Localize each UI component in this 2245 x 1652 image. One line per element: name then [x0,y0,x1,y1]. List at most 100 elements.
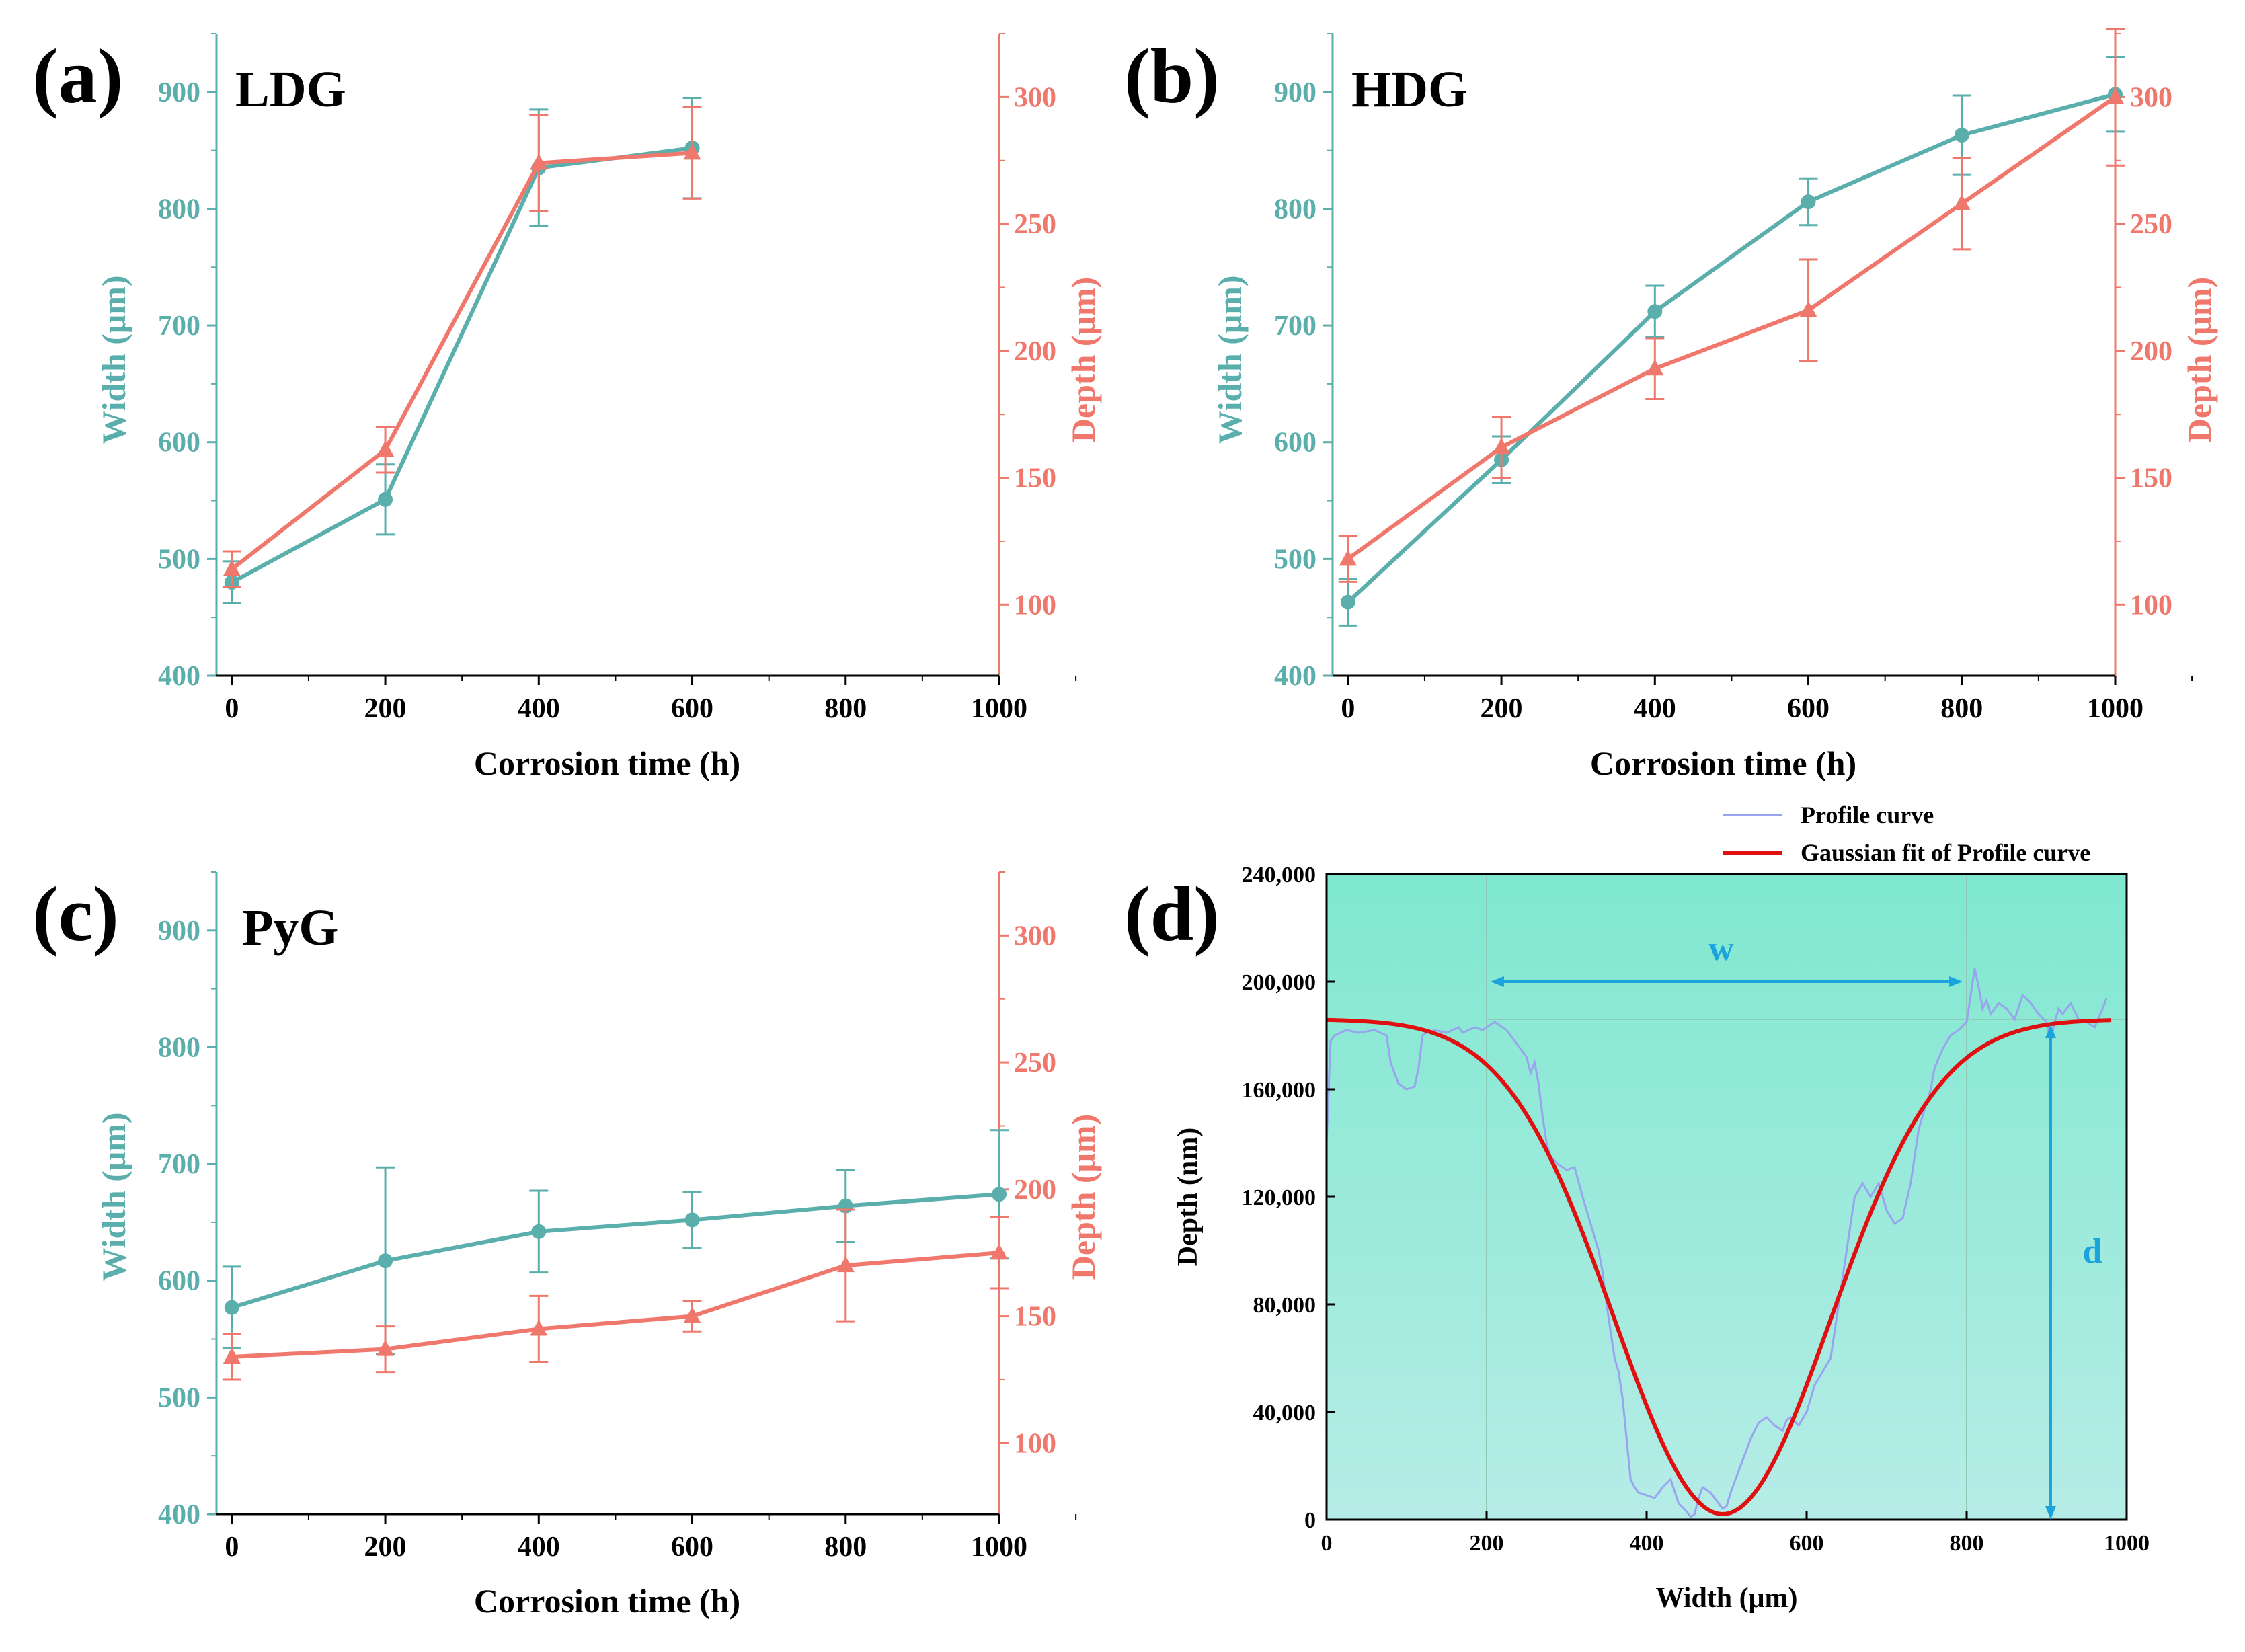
y-left-tick-label: 700 [1274,311,1316,342]
y-left-tick-label: 700 [158,1149,200,1180]
depth-point [1339,549,1357,566]
panel-a-plot: 0 200 400 600 800 1000 400 500 600 700 800 900 100 15… [158,33,1077,724]
y-right-tick-label: 200 [1014,336,1056,367]
x-tick-label: 400 [1634,693,1676,724]
y-right-tick-label: 150 [1014,1302,1056,1333]
panel-d-background [1327,874,2127,1520]
depth-point [377,440,395,457]
panel-b: 0 200 400 600 800 1000 400 500 600 700 800 900 100 15… [1124,27,2218,782]
annotation-w-label: w [1708,930,1734,968]
y-right-tick-label: 250 [2130,209,2172,240]
depth-arrowhead-top [2045,1025,2056,1038]
depth-series-line [231,1251,1000,1359]
x-tick-label: 200 [1470,1531,1504,1556]
depth-point [990,1243,1008,1260]
panel-d: 0 200 400 600 800 1000 0 40,000 80,000 120,000 160… [1124,801,2150,1614]
y-left-tick-label: 600 [1274,428,1316,459]
x-tick-label: 600 [1790,1531,1824,1556]
width-point [224,1300,239,1315]
x-tick-label: 800 [1950,1531,1984,1556]
y-left-tick-label: 600 [158,428,200,459]
panel-d-xlabel: Width (μm) [1656,1583,1798,1614]
x-tick-label: 1000 [2087,693,2143,724]
x-tick-label: 600 [1787,693,1829,724]
depth-point [2106,87,2124,104]
profile-curve [1325,968,2108,1519]
y-tick-label: 0 [1304,1508,1316,1533]
panel-a-label: (a) [32,34,123,120]
width-point [531,1224,547,1239]
depth-point [1953,194,1971,210]
y-tick-label: 120,000 [1242,1185,1316,1210]
width-point [1340,594,1355,610]
y-tick-label: 200,000 [1242,970,1316,995]
depth-series-line [1347,95,2117,561]
width-point [1954,128,1969,143]
y-right-tick-label: 100 [1014,590,1056,621]
y-right-tick-label: 150 [2130,463,2172,494]
y-left-tick-label: 900 [158,77,200,108]
y-left-tick-label: 500 [158,544,200,575]
depth-point [223,559,241,576]
panel-b-title: HDG [1351,61,1468,118]
legend-profile-label: Profile curve [1801,801,1934,828]
y-tick-label: 160,000 [1242,1078,1316,1103]
panel-b-plot: 0 200 400 600 800 1000 400 500 600 700 800 900 100 15… [1274,27,2193,724]
panel-d-ylabel: Depth (nm) [1173,1128,1204,1267]
depth-point [1799,301,1817,317]
x-tick-label: 600 [671,693,713,724]
y-left-tick-label: 800 [1274,194,1316,225]
panel-a: 0 200 400 600 800 1000 400 500 600 700 800 900 100 15… [32,33,1102,782]
y-right-tick-label: 100 [2130,590,2172,621]
width-series-line [231,1192,1000,1310]
x-tick-label: 800 [1940,693,1983,724]
x-tick-label: 0 [1341,693,1355,724]
width-arrowhead-right [1949,976,1963,987]
panel-c-title: PyG [242,900,339,956]
y-tick-label: 80,000 [1253,1293,1316,1318]
y-right-tick-label: 300 [1014,82,1056,113]
panel-c-label: (c) [32,871,119,957]
x-tick-label: 0 [225,693,239,724]
depth-arrowhead-bottom [2045,1506,2056,1520]
depth-point [683,1306,701,1323]
panel-b-label: (b) [1124,34,1220,120]
width-point [378,491,393,507]
panel-d-plot: 0 200 400 600 800 1000 0 40,000 80,000 120,000 160… [1242,863,2150,1556]
y-left-tick-label: 500 [1274,544,1316,575]
width-point [684,1212,700,1228]
y-left-tick-label: 900 [158,916,200,947]
depth-point [1493,438,1511,455]
depth-point [1646,359,1664,376]
y-left-tick-label: 800 [158,1032,200,1063]
y-left-tick-label: 400 [1274,661,1316,692]
width-point [992,1187,1007,1202]
y-right-tick-label: 250 [1014,1048,1056,1078]
panel-a-ylabel-left: Width (μm) [95,275,132,444]
x-tick-label: 800 [824,1532,867,1563]
x-tick-label: 0 [1321,1531,1333,1556]
y-tick-label: 240,000 [1242,863,1316,888]
width-point [378,1253,393,1269]
depth-series-line [230,151,693,571]
width-point [1647,304,1663,319]
panel-a-title: LDG [235,61,346,118]
panel-c: 0 200 400 600 800 1000 400 500 600 700 800 900 100 15… [32,871,1102,1620]
width-arrowhead-left [1490,976,1504,987]
panel-a-xlabel: Corrosion time (h) [474,744,740,782]
panel-c-xlabel: Corrosion time (h) [474,1582,740,1620]
y-left-tick-label: 800 [158,194,200,225]
depth-point [377,1339,395,1356]
panel-d-label: (d) [1124,871,1220,957]
x-tick-label: 400 [518,693,560,724]
x-tick-label: 400 [518,1532,560,1563]
depth-point [836,1256,855,1273]
x-tick-label: 400 [1630,1531,1664,1556]
y-left-tick-label: 400 [158,1499,200,1530]
y-left-tick-label: 600 [158,1266,200,1297]
panel-a-ylabel-right: Depth (μm) [1064,277,1102,442]
panel-b-ylabel-left: Width (μm) [1211,275,1249,444]
panel-c-plot: 0 200 400 600 800 1000 400 500 600 700 800 900 100 15… [158,871,1077,1563]
annotation-d-label: d [2083,1232,2102,1271]
